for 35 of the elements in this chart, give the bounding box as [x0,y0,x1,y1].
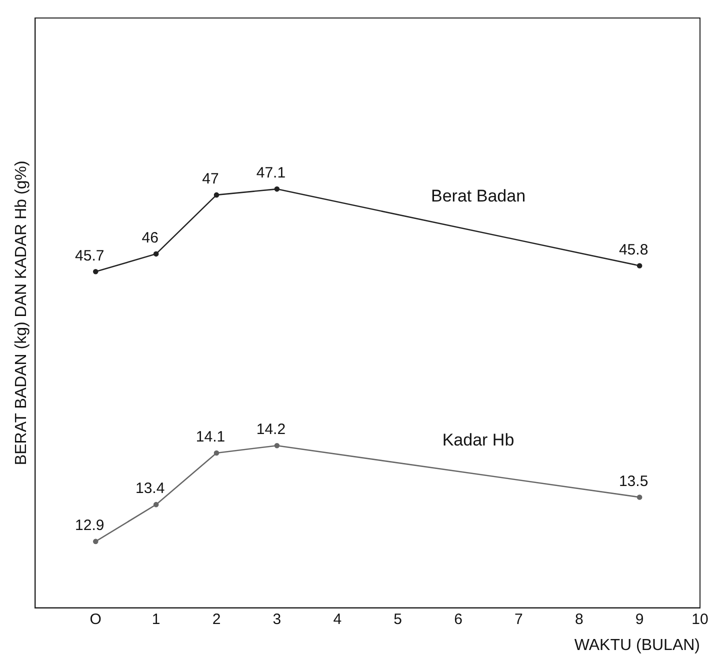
data-label: 47 [202,170,219,188]
y-axis-title: BERAT BADAN (kg) DAN KADAR Hb (g%) [13,160,30,466]
series-label: Berat Badan [430,186,526,206]
x-tick-label: 9 [635,610,644,628]
data-label: 14.1 [196,428,226,446]
data-label: 47.1 [256,164,286,182]
data-label: 13.5 [618,472,648,490]
x-tick-label: 1 [152,610,160,628]
point [274,186,280,192]
x-tick-label: 3 [272,610,282,628]
x-tick-label: 10 [692,610,708,628]
data-label: 12.9 [75,517,104,534]
point [214,450,220,456]
point [153,251,159,257]
point [153,502,159,508]
x-tick-label: 4 [333,610,342,628]
x-tick-label: 7 [514,610,523,628]
x-tick-label: 2 [212,610,221,628]
data-label: 45.7 [75,247,104,264]
series-label: Kadar Hb [442,430,514,450]
point [92,268,98,274]
data-label: 13.4 [135,480,165,498]
point [92,538,98,544]
x-tick-label: 8 [574,610,584,628]
data-label: 46 [142,230,158,247]
data-label: 45.8 [618,241,648,258]
point [636,494,642,500]
x-tick-label: O [90,610,102,628]
x-axis-title: WAKTU (BULAN) [574,636,700,654]
point [636,263,642,268]
data-label: 14.2 [256,421,286,438]
point [214,192,220,198]
x-tick-label: 6 [454,610,462,628]
point [274,442,280,448]
x-tick-label: 5 [394,610,402,628]
